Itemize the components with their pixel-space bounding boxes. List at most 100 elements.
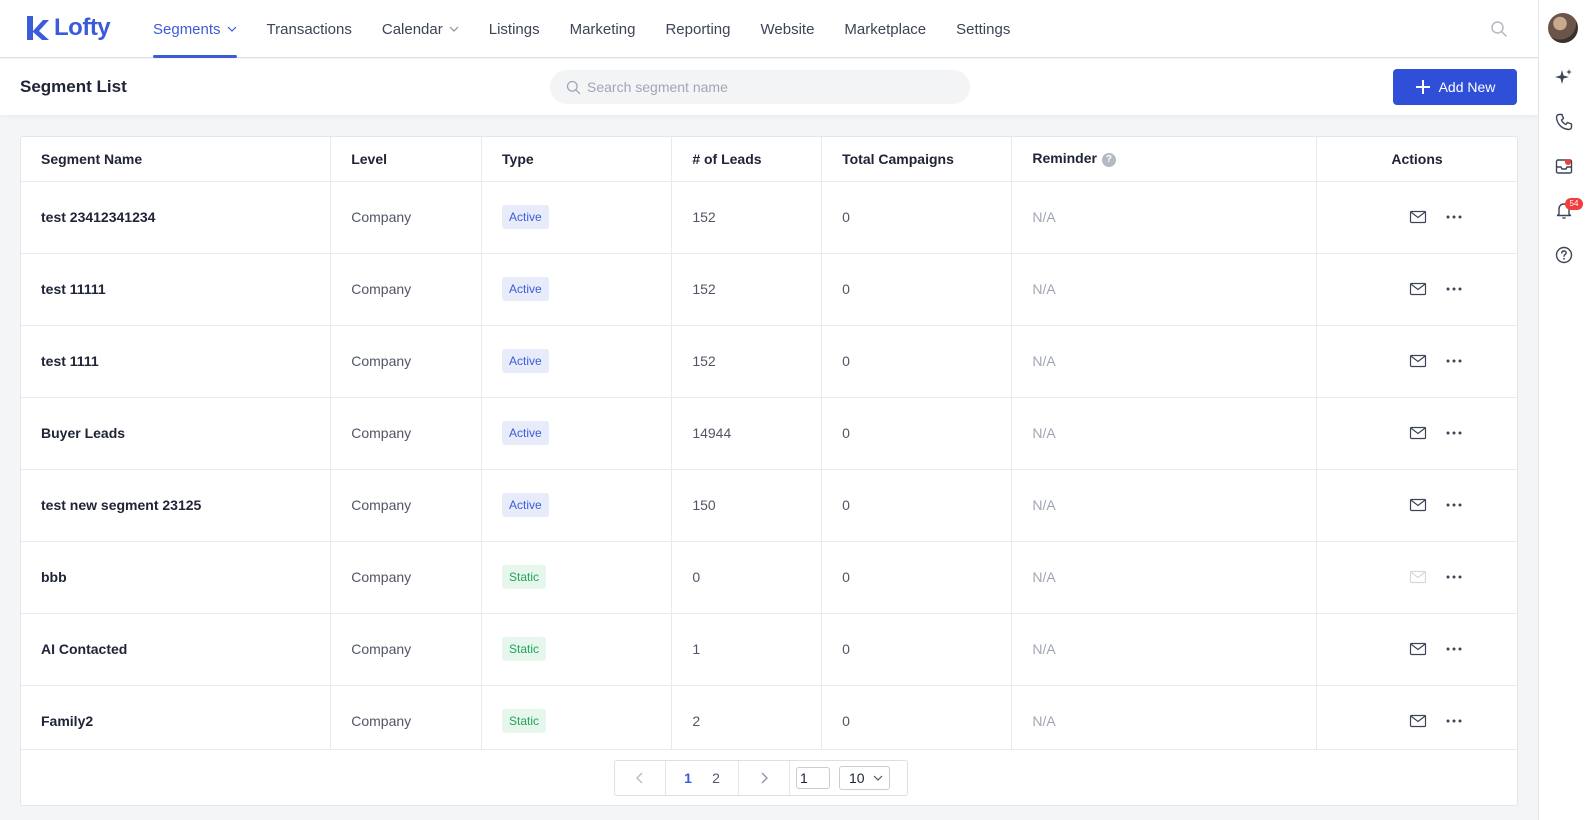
segment-type-cell: Active [481, 325, 673, 398]
col-header-actions: Actions [1316, 137, 1517, 182]
segment-actions [1316, 541, 1517, 614]
row-actions [1337, 352, 1517, 370]
nav-label: Reporting [665, 20, 731, 38]
col-header-level[interactable]: Level [330, 137, 483, 182]
chevron-down-icon [227, 26, 236, 32]
segment-campaigns: 0 [821, 469, 1013, 542]
inbox-icon[interactable] [1554, 156, 1574, 176]
table-row[interactable]: test 23412341234 Company Active 152 0 N/A [21, 181, 1517, 254]
next-page-button[interactable] [739, 761, 789, 795]
nav-website[interactable]: Website [761, 0, 815, 58]
segment-campaigns: 0 [821, 397, 1013, 470]
mail-icon[interactable] [1409, 568, 1427, 586]
lofty-logo-icon [27, 16, 49, 40]
page-size-select[interactable]: 10 [839, 766, 890, 790]
table-row[interactable]: Family2 Company Static 2 0 N/A [21, 685, 1517, 758]
table-row[interactable]: AI Contacted Company Static 1 0 N/A [21, 613, 1517, 686]
add-new-button[interactable]: Add New [1393, 69, 1517, 105]
inbox-unread-dot [1565, 159, 1571, 165]
nav-reporting[interactable]: Reporting [665, 0, 730, 58]
segment-name[interactable]: AI Contacted [21, 613, 332, 686]
more-icon[interactable] [1445, 280, 1463, 298]
sparkle-icon[interactable] [1554, 67, 1574, 87]
segment-reminder: N/A [1011, 685, 1318, 758]
nav-label: Listings [488, 20, 540, 38]
mail-icon[interactable] [1409, 496, 1427, 514]
search-icon [566, 80, 581, 94]
nav-label: Calendar [381, 20, 443, 38]
table-row[interactable]: Buyer Leads Company Active 14944 0 N/A [21, 397, 1517, 470]
segment-actions [1316, 253, 1517, 326]
segment-leads: 150 [671, 469, 823, 542]
segment-name[interactable]: Family2 [21, 685, 332, 758]
pager-divider [789, 761, 790, 795]
col-header-reminder: Reminder? [1011, 137, 1318, 182]
page-jump-input[interactable] [796, 767, 830, 789]
phone-icon[interactable] [1554, 112, 1574, 132]
more-icon[interactable] [1445, 712, 1463, 730]
col-header-type[interactable]: Type [481, 137, 673, 182]
segment-level: Company [330, 397, 483, 470]
chevron-left-icon [636, 772, 643, 784]
segment-name[interactable]: Buyer Leads [21, 397, 332, 470]
segment-name[interactable]: bbb [21, 541, 332, 614]
table-row[interactable]: test 11111 Company Active 152 0 N/A [21, 253, 1517, 326]
help-icon[interactable] [1554, 245, 1574, 265]
segment-name[interactable]: test new segment 23125 [21, 469, 332, 542]
segment-campaigns: 0 [821, 541, 1013, 614]
mail-icon[interactable] [1409, 352, 1427, 370]
nav-label: Marketing [569, 20, 636, 38]
nav-segments[interactable]: Segments [153, 0, 237, 58]
more-icon[interactable] [1445, 352, 1463, 370]
nav-marketing[interactable]: Marketing [570, 0, 636, 58]
brand-logo[interactable]: Lofty [24, 14, 111, 42]
nav-settings[interactable]: Settings [956, 0, 1010, 58]
segment-search-input[interactable] [587, 79, 947, 95]
nav-transactions[interactable]: Transactions [267, 0, 352, 58]
nav-marketplace[interactable]: Marketplace [844, 0, 926, 58]
page-2-button[interactable]: 2 [712, 770, 720, 786]
segment-reminder: N/A [1011, 541, 1318, 614]
row-actions [1337, 640, 1517, 658]
nav-calendar[interactable]: Calendar [382, 0, 459, 58]
page-1-button[interactable]: 1 [684, 770, 692, 786]
mail-icon[interactable] [1409, 208, 1427, 226]
col-header-segment-name[interactable]: Segment Name [21, 137, 332, 182]
prev-page-button[interactable] [615, 761, 665, 795]
col-header-total-campaigns[interactable]: Total Campaigns [821, 137, 1013, 182]
segment-search-box[interactable] [550, 70, 970, 104]
table-row[interactable]: test 1111 Company Active 152 0 N/A [21, 325, 1517, 398]
segment-actions [1316, 469, 1517, 542]
col-header-leads[interactable]: # of Leads [671, 137, 823, 182]
more-icon[interactable] [1445, 496, 1463, 514]
segment-name[interactable]: test 11111 [21, 253, 332, 326]
mail-icon[interactable] [1409, 280, 1427, 298]
plus-icon [1415, 80, 1430, 94]
user-avatar[interactable] [1548, 13, 1578, 43]
segment-level: Company [330, 469, 483, 542]
table-row[interactable]: test new segment 23125 Company Active 150 0 N… [21, 469, 1517, 542]
segment-name[interactable]: test 1111 [21, 325, 332, 398]
chevron-right-icon [761, 772, 768, 784]
chevron-down-icon [873, 775, 883, 781]
nav-label: Website [760, 20, 815, 38]
search-icon[interactable] [1490, 20, 1508, 38]
main-nav: Segments Transactions Calendar Listings Mark… [153, 0, 1040, 58]
reminder-help-icon[interactable]: ? [1101, 153, 1116, 168]
more-icon[interactable] [1445, 568, 1463, 586]
segment-type-badge: Active [502, 205, 549, 229]
mail-icon[interactable] [1409, 424, 1427, 442]
segment-name[interactable]: test 23412341234 [21, 181, 332, 254]
nav-listings[interactable]: Listings [489, 0, 540, 58]
brand-name: Lofty [54, 14, 111, 41]
more-icon[interactable] [1445, 208, 1463, 226]
mail-icon[interactable] [1409, 640, 1427, 658]
mail-icon[interactable] [1409, 712, 1427, 730]
segment-leads: 14944 [671, 397, 823, 470]
segment-reminder: N/A [1011, 397, 1318, 470]
more-icon[interactable] [1445, 640, 1463, 658]
page-title: Segment List [20, 77, 127, 96]
segment-level: Company [330, 613, 483, 686]
more-icon[interactable] [1445, 424, 1463, 442]
table-row[interactable]: bbb Company Static 0 0 N/A [21, 541, 1517, 614]
